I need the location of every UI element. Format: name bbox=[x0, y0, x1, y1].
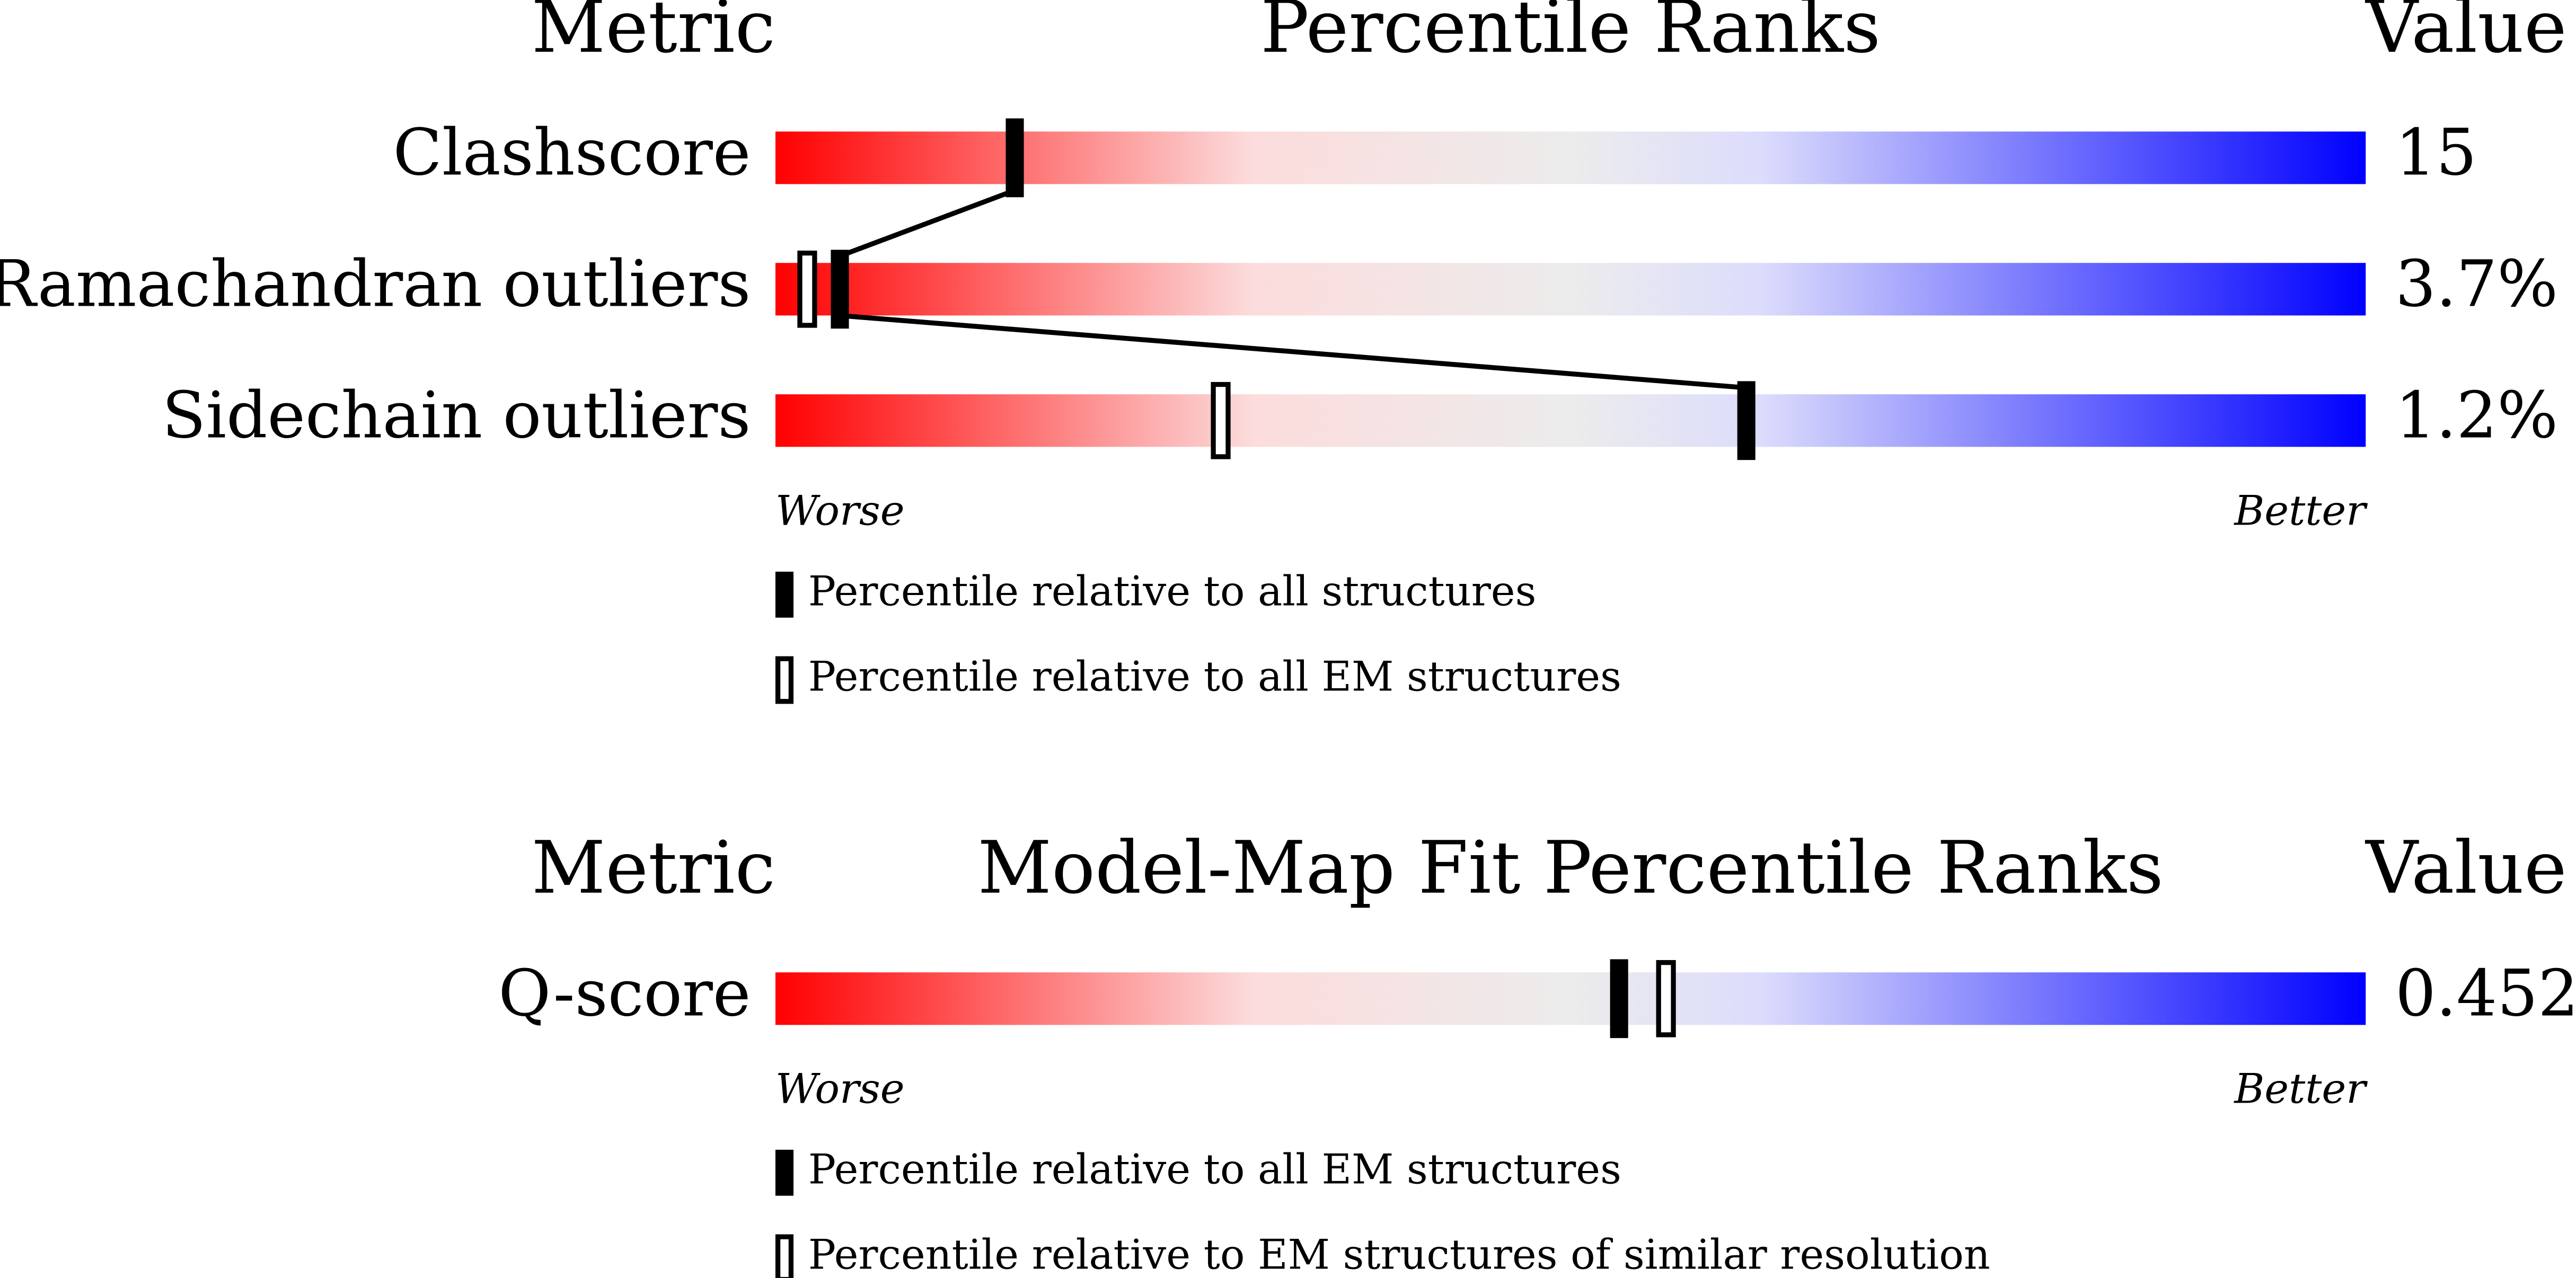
legend-icon bbox=[775, 656, 794, 704]
percentile-bar bbox=[775, 394, 2366, 447]
legend-icon bbox=[775, 1149, 794, 1196]
scale-worse: Worse bbox=[775, 487, 905, 535]
metric-label: Ramachandran outliers bbox=[0, 246, 751, 321]
metric-value: 1.2% bbox=[2395, 378, 2558, 452]
percentile-bar bbox=[775, 972, 2366, 1025]
scale-better: Better bbox=[2233, 1065, 2368, 1113]
header-title: Model-Map Fit Percentile Ranks bbox=[977, 826, 2163, 910]
metric-label: Sidechain outliers bbox=[162, 378, 751, 452]
marker-open bbox=[1211, 381, 1231, 459]
header-value: Value bbox=[2365, 826, 2566, 910]
legend-icon bbox=[775, 571, 794, 618]
header-metric: Metric bbox=[532, 0, 775, 69]
metric-value: 3.7% bbox=[2395, 246, 2558, 321]
percentile-bar bbox=[775, 131, 2366, 184]
legend-label: Percentile relative to all EM structures bbox=[808, 1146, 1621, 1193]
legend-label: Percentile relative to all structures bbox=[808, 567, 1536, 615]
marker-open bbox=[1656, 960, 1676, 1037]
legend-label: Percentile relative to EM structures of … bbox=[808, 1231, 1990, 1278]
metric-label: Clashscore bbox=[393, 116, 751, 190]
header-value: Value bbox=[2365, 0, 2566, 69]
scale-better: Better bbox=[2233, 487, 2368, 535]
percentile-bar bbox=[775, 263, 2366, 316]
marker-filled bbox=[1610, 959, 1628, 1039]
marker-open bbox=[797, 250, 817, 328]
marker-filled bbox=[1737, 381, 1755, 460]
legend-icon bbox=[775, 1234, 794, 1278]
marker-filled bbox=[1005, 118, 1024, 198]
scale-worse: Worse bbox=[775, 1065, 905, 1113]
header-metric: Metric bbox=[532, 826, 775, 910]
metric-label: Q-score bbox=[498, 956, 751, 1031]
legend-label: Percentile relative to all EM structures bbox=[808, 653, 1621, 700]
metric-value: 0.452 bbox=[2395, 956, 2576, 1031]
header-title: Percentile Ranks bbox=[1260, 0, 1881, 69]
connector-line bbox=[838, 188, 1746, 390]
metric-value: 15 bbox=[2395, 116, 2477, 190]
marker-filled bbox=[831, 250, 849, 329]
